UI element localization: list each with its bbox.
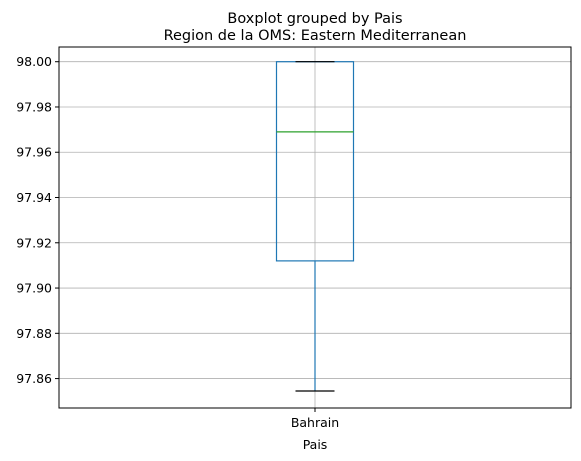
y-tick-label: 98.00 [16, 54, 52, 69]
x-axis-label: Pais [303, 437, 328, 452]
y-tick-label: 97.92 [16, 235, 52, 250]
grid-lines [59, 47, 571, 408]
y-axis-ticks: 97.86 97.88 97.90 97.92 97.94 97.96 97.98 98.00 [16, 54, 59, 386]
chart-title: Region de la OMS: Eastern Mediterranean [164, 28, 467, 44]
y-tick-label: 97.88 [16, 326, 52, 341]
y-tick-label: 97.94 [16, 190, 52, 205]
chart-suptitle: Boxplot grouped by Pais [227, 11, 402, 27]
plot-frame [58, 46, 572, 409]
y-tick-label: 97.86 [16, 371, 52, 386]
y-tick-label: 97.96 [16, 145, 52, 160]
x-axis-ticks: Bahrain [291, 408, 339, 430]
y-tick-label: 97.98 [16, 99, 52, 114]
box-group [275, 61, 355, 392]
y-tick-label: 97.90 [16, 281, 52, 296]
x-tick-label: Bahrain [291, 415, 339, 430]
